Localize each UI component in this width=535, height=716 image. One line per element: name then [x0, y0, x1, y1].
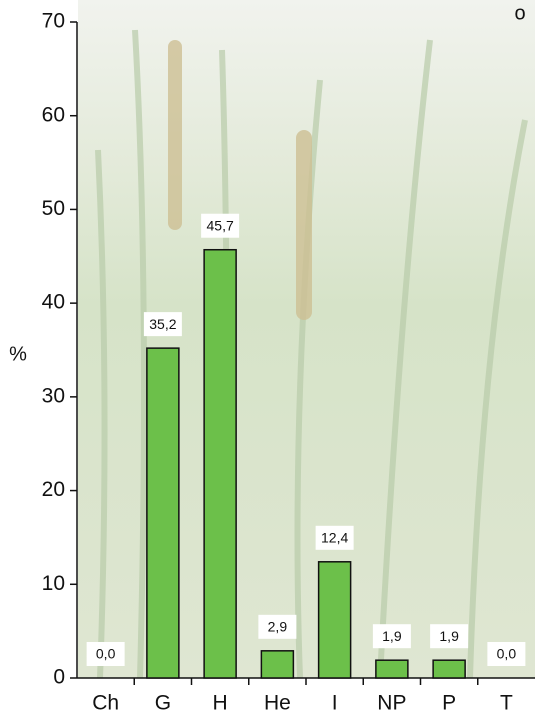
x-tick-label: H — [213, 692, 228, 715]
annotation: o — [514, 2, 525, 24]
bar — [375, 659, 409, 679]
value-label-box — [487, 642, 526, 666]
value-label: 0,0 — [497, 646, 517, 662]
x-tick-label: I — [332, 692, 338, 715]
x-tick-label: T — [500, 692, 513, 715]
value-label-box — [201, 213, 240, 238]
x-tick-label: P — [442, 692, 456, 715]
bar — [203, 248, 237, 679]
value-label: 2,9 — [268, 619, 288, 635]
bar — [432, 659, 466, 679]
value-label-box — [258, 614, 297, 639]
x-tick-label: NP — [377, 692, 406, 715]
value-label: 35,2 — [149, 316, 176, 332]
y-tick-label: 40 — [42, 291, 65, 314]
value-label: 0,0 — [96, 646, 116, 662]
value-label: 45,7 — [207, 217, 234, 233]
y-tick-label: 10 — [42, 572, 65, 595]
x-tick-label: G — [155, 692, 171, 715]
y-tick-label: 0 — [53, 666, 65, 689]
value-label: 12,4 — [321, 529, 348, 545]
y-axis-label: % — [9, 343, 27, 365]
value-label-box — [315, 525, 354, 550]
value-label: 1,9 — [382, 628, 402, 644]
value-label-box — [372, 624, 411, 649]
x-tick-label: Ch — [92, 692, 119, 715]
value-label-box — [86, 642, 125, 666]
bar — [146, 347, 180, 679]
y-tick-label: 70 — [42, 10, 65, 33]
bar — [260, 650, 295, 679]
x-tick-label: He — [264, 692, 291, 715]
value-label-box — [143, 312, 182, 337]
value-label: 1,9 — [439, 628, 459, 644]
value-label-box — [430, 624, 469, 649]
y-tick-label: 20 — [42, 478, 65, 501]
y-tick-label: 50 — [42, 197, 65, 220]
bar — [317, 561, 352, 679]
y-tick-label: 60 — [42, 103, 65, 126]
y-tick-label: 30 — [42, 384, 65, 407]
